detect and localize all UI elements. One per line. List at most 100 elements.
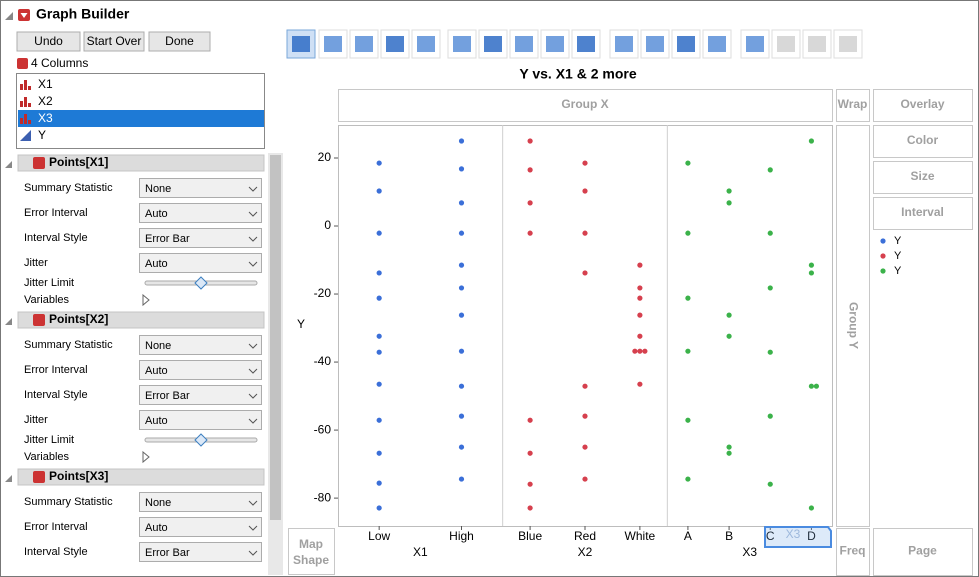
icon-glyph	[646, 36, 664, 52]
slider-thumb[interactable]	[194, 433, 208, 447]
dropdown[interactable]	[139, 410, 262, 430]
outline-toggle[interactable]	[5, 318, 12, 325]
menu-button[interactable]	[17, 58, 28, 69]
dropdown-value[interactable]: Error Bar	[145, 547, 190, 559]
data-point	[458, 348, 465, 354]
button-label[interactable]: Start Over	[87, 34, 142, 48]
drop-zone[interactable]	[288, 528, 335, 575]
dropdown[interactable]	[139, 178, 262, 198]
slider-thumb[interactable]	[194, 276, 208, 290]
data-point	[458, 383, 465, 389]
outline-toggle[interactable]	[5, 12, 13, 20]
button[interactable]	[83, 31, 145, 52]
drop-zone[interactable]	[836, 528, 870, 576]
dropdown[interactable]	[139, 542, 262, 562]
drop-zone-label[interactable]: Wrap	[838, 97, 868, 111]
column-item[interactable]: X3	[38, 111, 53, 125]
section-title: Points[X3]	[49, 469, 108, 483]
drop-zone-label[interactable]: Group X	[561, 97, 608, 111]
option-label: Interval Style	[24, 232, 88, 244]
drop-zone-label[interactable]: Size	[910, 169, 934, 183]
dropdown-value[interactable]: Auto	[145, 208, 168, 220]
column-item[interactable]: X1	[38, 77, 53, 91]
drop-zone-label[interactable]: Map	[299, 537, 323, 551]
dropdown-value[interactable]: Auto	[145, 522, 168, 534]
dropdown-value[interactable]: Auto	[145, 258, 168, 270]
x-tick-label: Blue	[518, 529, 542, 543]
icon-glyph	[484, 36, 502, 52]
legend-marker	[880, 238, 886, 244]
dropdown[interactable]	[139, 335, 262, 355]
drop-zone[interactable]	[338, 89, 833, 122]
dropdown-value[interactable]: None	[145, 183, 171, 195]
button[interactable]	[148, 31, 211, 52]
y-tick-label: -20	[314, 286, 332, 300]
option-label: Summary Statistic	[24, 182, 113, 194]
dropdown-value[interactable]: Error Bar	[145, 390, 190, 402]
data-point	[637, 285, 643, 291]
data-point	[637, 333, 643, 339]
dropdown-value[interactable]: Auto	[145, 415, 168, 427]
drop-zone-label[interactable]: Group Y	[846, 302, 860, 349]
menu-button[interactable]	[33, 157, 45, 169]
dropdown[interactable]	[139, 492, 262, 512]
x-tick-label: C	[766, 529, 775, 543]
section-header	[17, 468, 265, 486]
drop-zone[interactable]	[873, 89, 973, 122]
drop-zone-label[interactable]: Freq	[839, 544, 865, 558]
data-point	[527, 167, 533, 173]
drop-zone-label[interactable]: Shape	[293, 553, 329, 567]
data-point	[376, 230, 382, 236]
icon-glyph	[292, 36, 310, 52]
dropdown-value[interactable]: Error Bar	[145, 233, 190, 245]
button-label[interactable]: Done	[165, 34, 194, 48]
data-point	[726, 188, 732, 194]
expand-arrow[interactable]	[142, 450, 150, 464]
button[interactable]	[16, 31, 81, 52]
drop-zone[interactable]	[873, 161, 973, 194]
data-point	[685, 230, 691, 236]
drop-zone-label[interactable]: Color	[907, 133, 939, 147]
drop-zone[interactable]	[873, 528, 973, 576]
drop-zone-label[interactable]: Page	[908, 544, 937, 558]
data-point	[685, 295, 691, 301]
menu-button[interactable]	[33, 314, 45, 326]
dropdown[interactable]	[139, 228, 262, 248]
column-item[interactable]: X2	[38, 94, 53, 108]
button-label[interactable]: Undo	[34, 34, 63, 48]
drop-zone[interactable]	[873, 197, 973, 230]
column-item[interactable]: Y	[38, 128, 46, 142]
drop-zone[interactable]	[873, 125, 973, 158]
toolbar-icon[interactable]	[380, 29, 410, 59]
toolbar-icon[interactable]	[609, 29, 639, 59]
icon-glyph	[386, 36, 404, 52]
expand-arrow[interactable]	[142, 293, 150, 307]
dropdown[interactable]	[139, 203, 262, 223]
toolbar-icon[interactable]	[540, 29, 570, 59]
option-label: Jitter	[24, 414, 48, 426]
legend-marker	[880, 268, 886, 274]
dropdown[interactable]	[139, 517, 262, 537]
data-point	[637, 295, 643, 301]
dropdown-arrow	[248, 393, 258, 399]
dropdown-value[interactable]: None	[145, 497, 171, 509]
drop-zone[interactable]	[836, 125, 870, 527]
dropdown[interactable]	[139, 253, 262, 273]
data-point	[458, 138, 465, 144]
drop-zone-label[interactable]: Overlay	[900, 97, 944, 111]
dropdown[interactable]	[139, 385, 262, 405]
drop-zone[interactable]	[836, 89, 870, 122]
drop-zone-label[interactable]: Interval	[901, 205, 944, 219]
data-point	[808, 505, 815, 511]
menu-button[interactable]	[33, 471, 45, 483]
data-point	[808, 138, 815, 144]
dropdown-value[interactable]: None	[145, 340, 171, 352]
scroll-thumb[interactable]	[270, 155, 281, 520]
data-point	[767, 481, 773, 487]
outline-toggle[interactable]	[5, 475, 12, 482]
plot: -80 -60 -40 -20 0 20 Y Low High X1 Blue Red White X2 A…	[297, 125, 902, 559]
dropdown[interactable]	[139, 360, 262, 380]
outline-toggle[interactable]	[5, 161, 12, 168]
dropdown-value[interactable]: Auto	[145, 365, 168, 377]
